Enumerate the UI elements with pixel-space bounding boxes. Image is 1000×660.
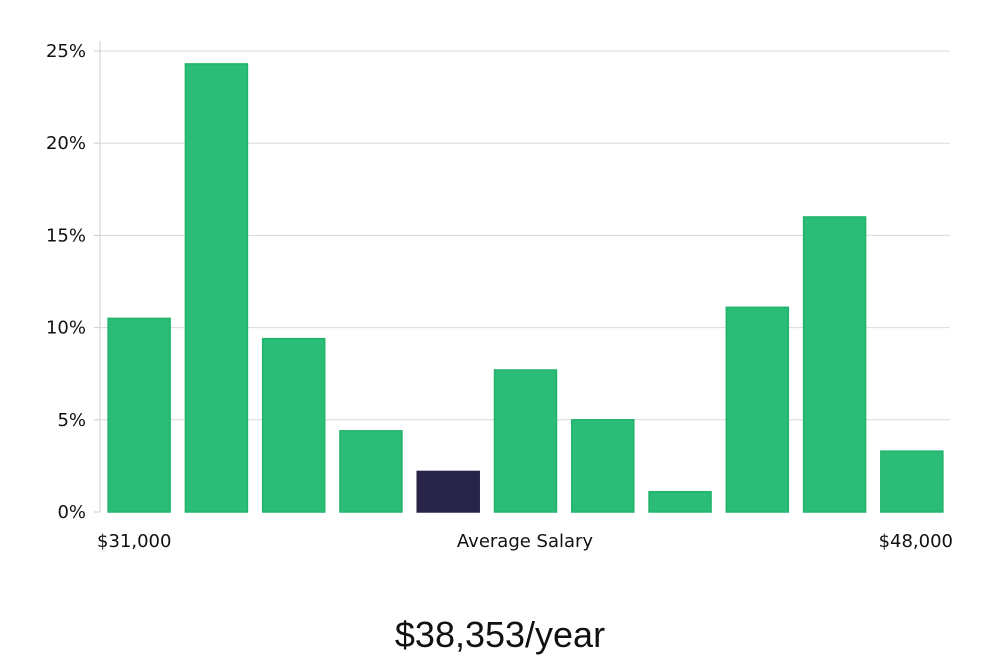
- x-range-max-label: $48,000: [879, 531, 953, 552]
- average-salary-headline: $38,353/year: [395, 614, 605, 655]
- y-tick-label: 5%: [57, 410, 86, 431]
- bar: [802, 216, 867, 513]
- y-tick-label: 10%: [46, 318, 86, 339]
- y-axis-tick-labels: 0% 5% 10% 15% 20% 25%: [46, 41, 100, 523]
- y-tick-label: 0%: [57, 502, 86, 523]
- bar: [339, 430, 403, 513]
- x-axis-label: Average Salary: [457, 531, 594, 552]
- bar: [184, 63, 249, 513]
- bar: [107, 317, 171, 513]
- bar: [648, 490, 712, 513]
- bar: [261, 337, 326, 513]
- y-tick-label: 25%: [46, 41, 86, 62]
- bar: [880, 450, 944, 513]
- bar: [725, 306, 790, 513]
- bar: [571, 419, 635, 513]
- y-tick-label: 20%: [46, 133, 86, 154]
- y-tick-label: 15%: [46, 225, 86, 246]
- bar: [493, 369, 558, 513]
- bar-highlighted: [416, 470, 480, 513]
- x-range-min-label: $31,000: [97, 531, 171, 552]
- bars: [107, 63, 944, 513]
